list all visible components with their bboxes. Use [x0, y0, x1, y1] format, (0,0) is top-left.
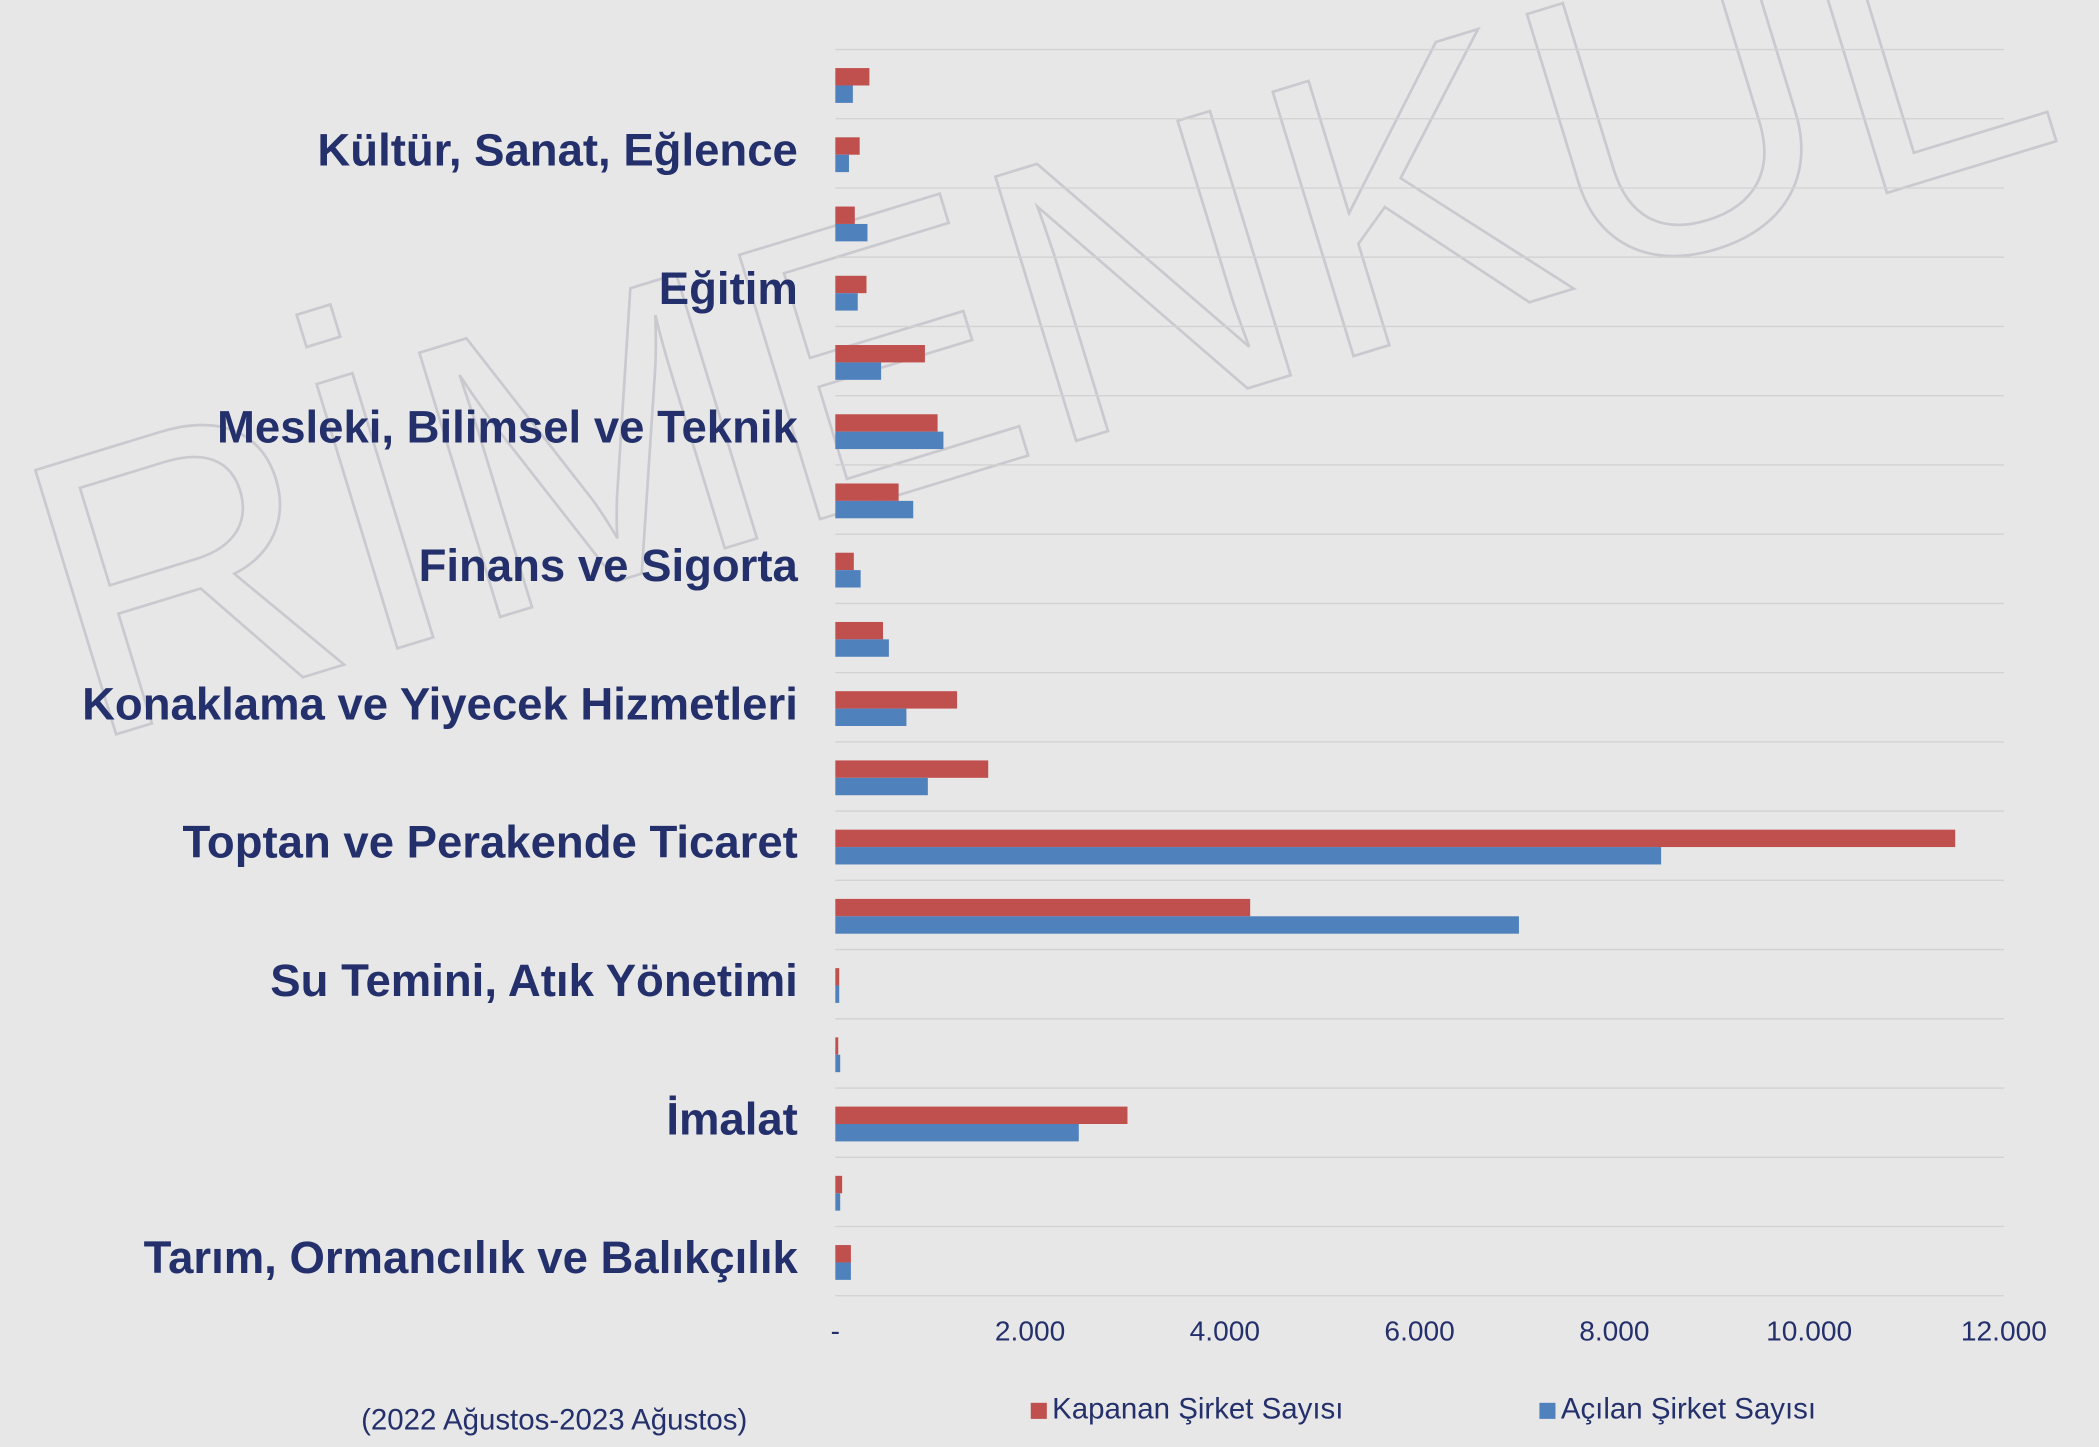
bar — [835, 691, 958, 709]
category-label: İmalat — [666, 1094, 798, 1145]
category-label: Kültür, Sanat, Eğlence — [317, 124, 797, 175]
bar — [835, 1106, 1128, 1124]
bar — [835, 154, 849, 173]
x-tick-label: 10.000 — [1766, 1316, 1852, 1347]
bar — [835, 275, 867, 294]
bar — [835, 500, 914, 519]
bar — [835, 1175, 843, 1194]
bar — [835, 760, 989, 778]
category-label: Eğitim — [659, 263, 798, 314]
bar — [835, 829, 1956, 848]
x-tick-label: - — [831, 1316, 840, 1347]
x-tick-label: 12.000 — [1961, 1316, 2047, 1347]
bar — [835, 293, 858, 311]
bar — [835, 414, 938, 432]
category-label: Toptan ve Perakende Ticaret — [183, 817, 798, 868]
x-tick-label: 2.000 — [995, 1316, 1065, 1347]
bar — [835, 1262, 851, 1280]
bar — [835, 223, 868, 242]
category-label: Mesleki, Bilimsel ve Teknik — [217, 401, 799, 452]
bar — [835, 362, 882, 380]
x-tick-label: 4.000 — [1190, 1316, 1260, 1347]
legend-swatch — [1030, 1402, 1047, 1419]
bar — [835, 916, 1519, 934]
bar — [835, 85, 853, 103]
bar — [835, 985, 840, 1003]
bar — [835, 777, 928, 796]
bar — [835, 68, 870, 86]
bar — [835, 552, 854, 571]
bar — [835, 1193, 841, 1211]
bar — [835, 639, 889, 657]
legend-label: Açılan Şirket Sayısı — [1561, 1393, 1816, 1426]
bar — [835, 1245, 851, 1263]
category-label: Konaklama ve Yiyecek Hizmetleri — [82, 678, 798, 729]
bar — [835, 431, 944, 450]
bar — [835, 483, 899, 501]
bar — [835, 345, 925, 363]
category-label: Su Temini, Atık Yönetimi — [270, 955, 798, 1006]
bar — [835, 968, 840, 986]
bar — [835, 570, 861, 588]
bar — [835, 206, 855, 224]
legend-swatch — [1539, 1402, 1556, 1419]
bar — [835, 898, 1251, 917]
x-tick-label: 8.000 — [1579, 1316, 1649, 1347]
legend-label: Kapanan Şirket Sayısı — [1052, 1393, 1343, 1426]
bar — [835, 1123, 1079, 1142]
bar — [835, 621, 884, 640]
bar — [835, 708, 907, 726]
subtitle: (2022 Ağustos-2023 Ağustos) — [361, 1403, 747, 1436]
bar — [835, 1054, 841, 1073]
category-label: Finans ve Sigorta — [419, 540, 799, 591]
category-label: Tarım, Ormancılık ve Balıkçılık — [144, 1232, 799, 1283]
bar — [835, 847, 1662, 865]
bar — [835, 137, 860, 155]
x-tick-label: 6.000 — [1384, 1316, 1454, 1347]
bar — [835, 1037, 839, 1055]
